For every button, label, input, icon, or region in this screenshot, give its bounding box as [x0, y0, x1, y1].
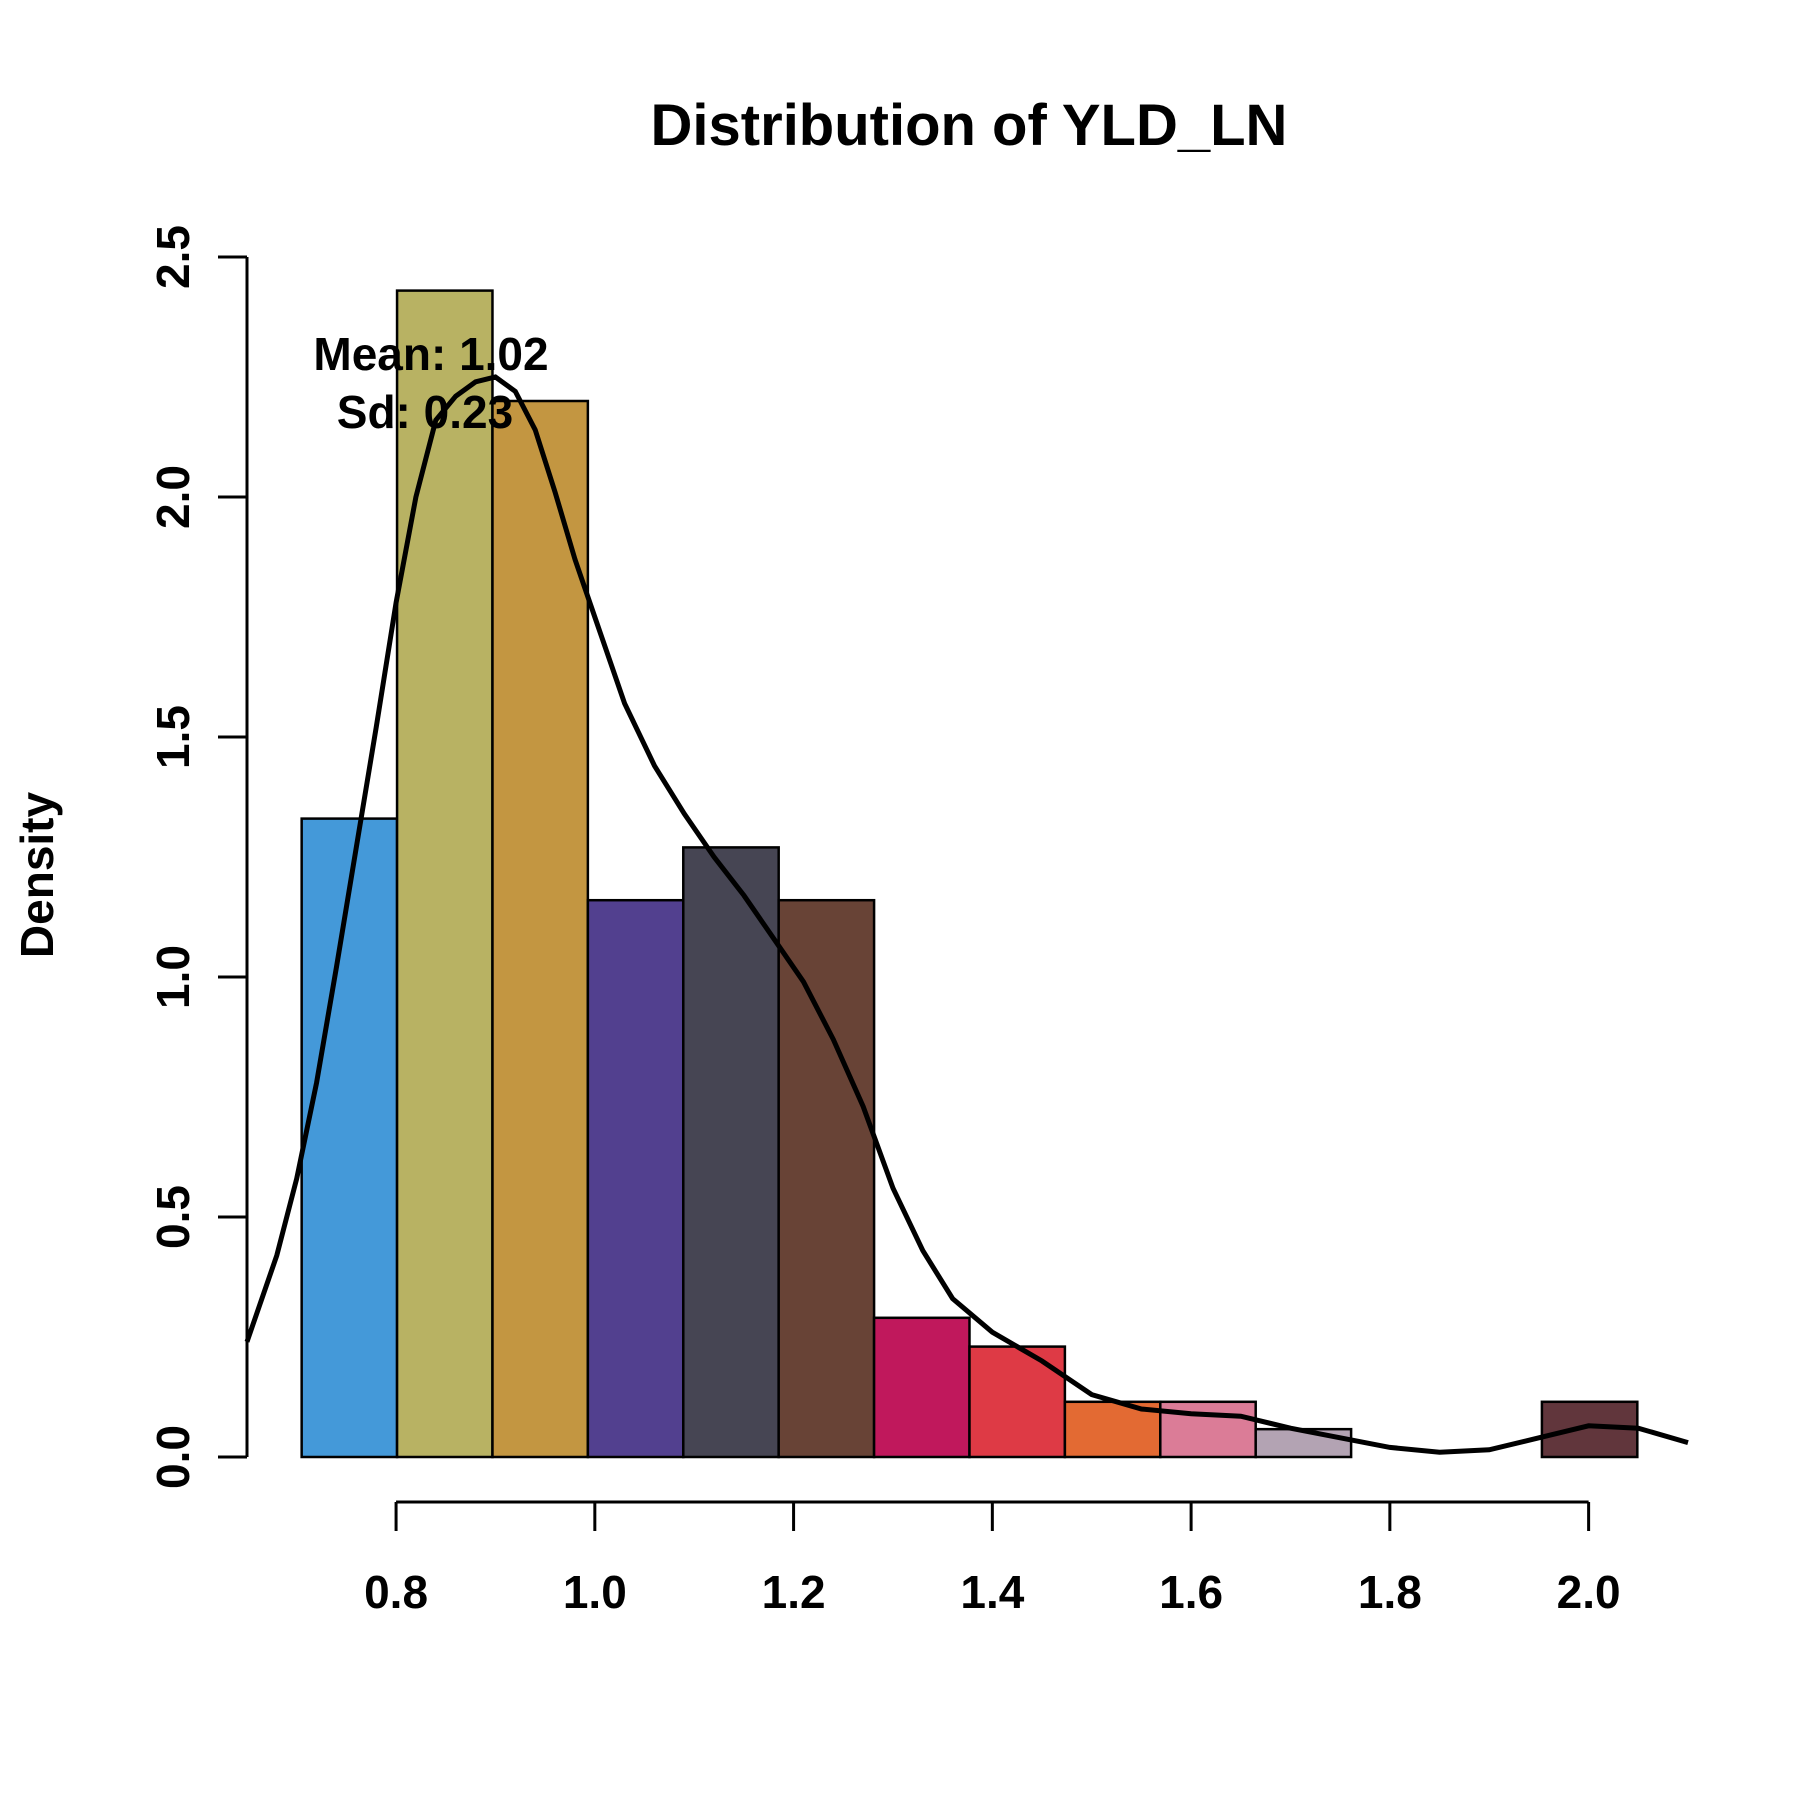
x-tick-label: 1.2	[762, 1566, 826, 1618]
histogram-bar-10	[1254, 1427, 1353, 1459]
x-axis: 0.8 1.0 1.2 1.4 1.6 1.8 2.0	[364, 1500, 1621, 1618]
x-tick-label: 1.0	[563, 1566, 627, 1618]
histogram-bar-3	[586, 898, 685, 1459]
y-tick-label: 0.5	[147, 1185, 199, 1249]
y-tick-label: 2.0	[147, 465, 199, 529]
y-tick-label: 2.5	[147, 225, 199, 289]
mean-annotation: Mean: 1.02	[313, 328, 548, 380]
y-tick-label: 0.0	[147, 1425, 199, 1489]
y-axis-label: Density	[11, 792, 63, 959]
histogram-bar-2	[491, 399, 590, 1459]
y-axis: 0.0 0.5 1.0 1.5 2.0 2.5	[147, 225, 249, 1489]
x-tick-label: 1.8	[1358, 1566, 1422, 1618]
histogram-bar-5	[777, 898, 876, 1459]
histogram-bar-1	[395, 289, 494, 1459]
y-tick-label: 1.5	[147, 705, 199, 769]
x-tick-label: 1.4	[960, 1566, 1024, 1618]
histogram-bar-4	[682, 846, 780, 1459]
bars-group	[300, 289, 1639, 1459]
x-tick-label: 0.8	[364, 1566, 428, 1618]
sd-annotation: Sd: 0.23	[337, 386, 513, 438]
chart-title: Distribution of YLD_LN	[651, 93, 1288, 158]
y-tick-label: 1.0	[147, 945, 199, 1009]
histogram-bar-7	[968, 1345, 1067, 1459]
x-tick-label: 1.6	[1159, 1566, 1223, 1618]
x-tick-label: 2.0	[1557, 1566, 1621, 1618]
histogram-bar-0	[300, 817, 399, 1459]
density-curve	[244, 374, 1689, 1455]
histogram-bar-6	[872, 1316, 971, 1459]
